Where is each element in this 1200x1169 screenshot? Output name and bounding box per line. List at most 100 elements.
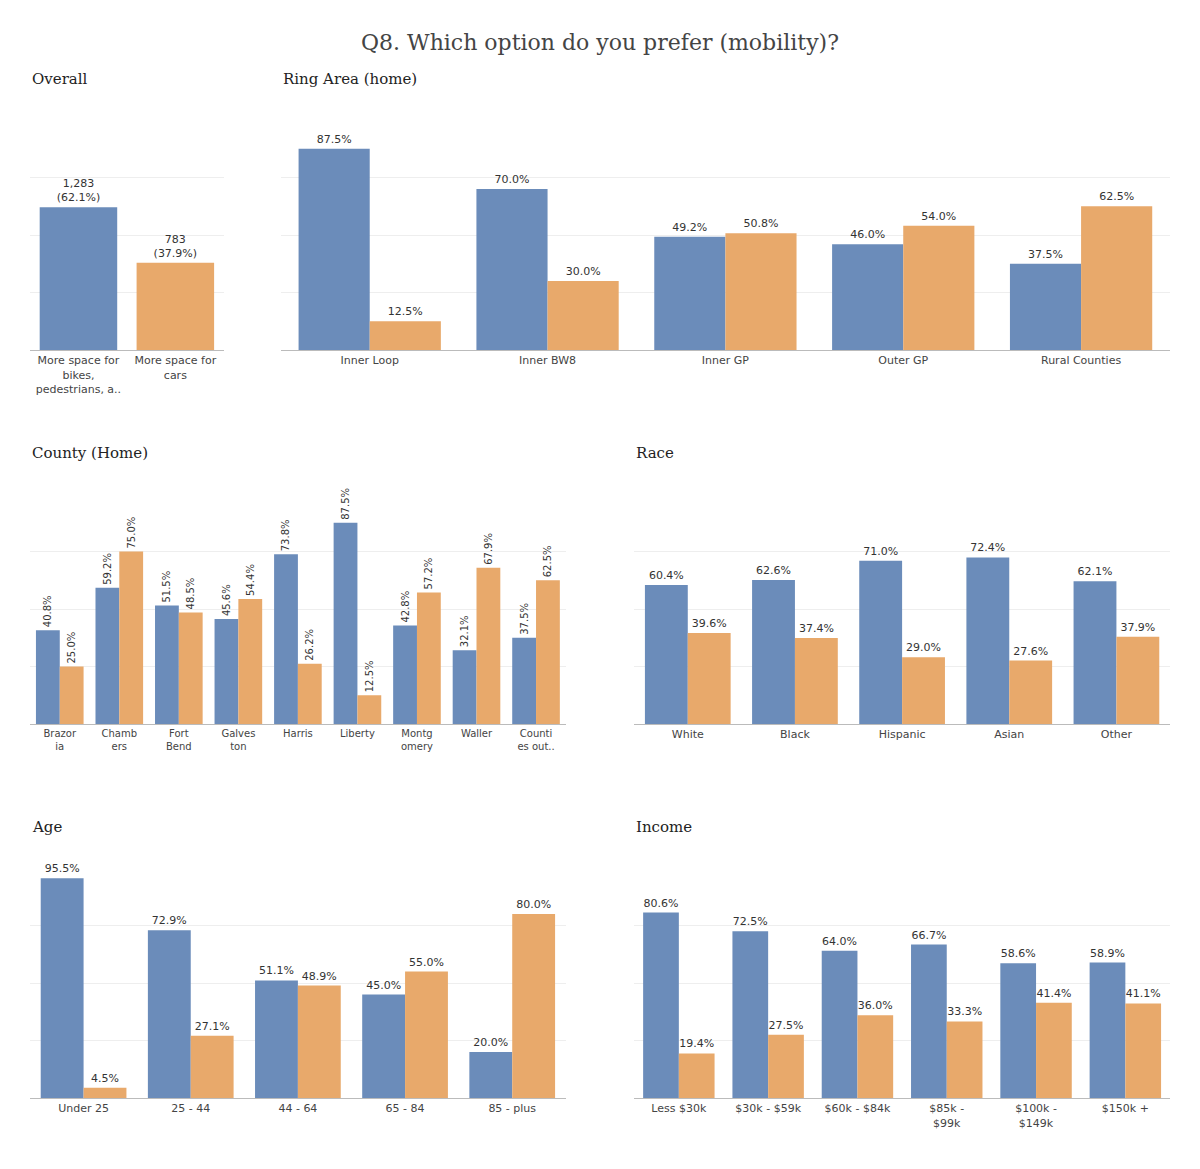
svg-text:12.5%: 12.5% bbox=[388, 305, 423, 318]
svg-text:64.0%: 64.0% bbox=[822, 935, 857, 948]
svg-text:More space forbikes,pedestrian: More space forbikes,pedestrians, a.. bbox=[36, 354, 121, 396]
svg-text:19.4%: 19.4% bbox=[679, 1037, 714, 1050]
svg-text:Other: Other bbox=[1101, 728, 1133, 741]
svg-text:57.2%: 57.2% bbox=[423, 558, 434, 590]
svg-text:62.5%: 62.5% bbox=[1099, 190, 1134, 203]
svg-text:87.5%: 87.5% bbox=[340, 488, 351, 520]
svg-text:51.1%: 51.1% bbox=[259, 964, 294, 977]
svg-text:12.5%: 12.5% bbox=[364, 660, 375, 692]
svg-text:59.2%: 59.2% bbox=[102, 553, 113, 585]
svg-text:Waller: Waller bbox=[461, 728, 493, 739]
svg-text:32.1%: 32.1% bbox=[459, 615, 470, 647]
svg-text:51.5%: 51.5% bbox=[161, 571, 172, 603]
svg-text:37.5%: 37.5% bbox=[1028, 248, 1063, 261]
svg-text:50.8%: 50.8% bbox=[743, 217, 778, 230]
svg-text:27.1%: 27.1% bbox=[195, 1020, 230, 1033]
svg-text:Montgomery: Montgomery bbox=[401, 728, 433, 752]
svg-text:25 - 44: 25 - 44 bbox=[171, 1102, 210, 1115]
svg-text:Q8. Which option do you prefer: Q8. Which option do you prefer (mobility… bbox=[361, 30, 839, 55]
svg-text:Brazoria: Brazoria bbox=[43, 728, 76, 752]
svg-text:37.4%: 37.4% bbox=[799, 622, 834, 635]
svg-text:72.9%: 72.9% bbox=[152, 914, 187, 927]
svg-text:60.4%: 60.4% bbox=[649, 569, 684, 582]
svg-text:48.5%: 48.5% bbox=[185, 578, 196, 610]
svg-text:73.8%: 73.8% bbox=[280, 519, 291, 551]
svg-text:Harris: Harris bbox=[283, 728, 313, 739]
svg-text:39.6%: 39.6% bbox=[692, 617, 727, 630]
svg-text:42.8%: 42.8% bbox=[400, 591, 411, 623]
svg-text:Hispanic: Hispanic bbox=[879, 728, 926, 741]
svg-text:72.5%: 72.5% bbox=[733, 915, 768, 928]
svg-text:20.0%: 20.0% bbox=[473, 1036, 508, 1049]
svg-text:54.4%: 54.4% bbox=[245, 564, 256, 596]
svg-text:48.9%: 48.9% bbox=[302, 970, 337, 983]
svg-text:41.4%: 41.4% bbox=[1036, 987, 1071, 1000]
svg-text:Black: Black bbox=[780, 728, 810, 741]
svg-text:Ring Area (home): Ring Area (home) bbox=[283, 70, 417, 88]
svg-text:Under 25: Under 25 bbox=[58, 1102, 109, 1115]
svg-text:44 - 64: 44 - 64 bbox=[278, 1102, 317, 1115]
svg-text:$60k - $84k: $60k - $84k bbox=[825, 1102, 891, 1115]
svg-text:80.0%: 80.0% bbox=[516, 898, 551, 911]
svg-text:36.0%: 36.0% bbox=[858, 999, 893, 1012]
svg-text:45.6%: 45.6% bbox=[221, 584, 232, 616]
svg-text:White: White bbox=[672, 728, 704, 741]
svg-text:4.5%: 4.5% bbox=[91, 1072, 119, 1085]
svg-text:Age: Age bbox=[32, 818, 62, 836]
svg-text:County (Home): County (Home) bbox=[32, 444, 148, 462]
svg-text:80.6%: 80.6% bbox=[644, 897, 679, 910]
svg-text:37.9%: 37.9% bbox=[1120, 621, 1155, 634]
svg-text:27.6%: 27.6% bbox=[1013, 645, 1048, 658]
svg-text:58.9%: 58.9% bbox=[1090, 947, 1125, 960]
svg-text:85 - plus: 85 - plus bbox=[488, 1102, 536, 1115]
svg-text:Counties out..: Counties out.. bbox=[517, 728, 554, 752]
svg-text:Rural Counties: Rural Counties bbox=[1041, 354, 1121, 367]
svg-text:Outer GP: Outer GP bbox=[878, 354, 928, 367]
svg-text:Galveston: Galveston bbox=[221, 728, 255, 752]
svg-text:87.5%: 87.5% bbox=[317, 133, 352, 146]
svg-text:Less $30k: Less $30k bbox=[651, 1102, 707, 1115]
svg-text:70.0%: 70.0% bbox=[495, 173, 530, 186]
svg-text:75.0%: 75.0% bbox=[126, 517, 137, 549]
svg-text:Race: Race bbox=[636, 444, 674, 462]
svg-text:66.7%: 66.7% bbox=[911, 929, 946, 942]
svg-text:33.3%: 33.3% bbox=[947, 1005, 982, 1018]
svg-text:$100k -$149k: $100k -$149k bbox=[1015, 1102, 1057, 1129]
svg-text:$85k -$99k: $85k -$99k bbox=[929, 1102, 964, 1129]
svg-text:71.0%: 71.0% bbox=[863, 545, 898, 558]
svg-text:Liberty: Liberty bbox=[340, 728, 375, 739]
svg-text:Overall: Overall bbox=[32, 70, 88, 88]
svg-text:46.0%: 46.0% bbox=[850, 228, 885, 241]
svg-text:$30k - $59k: $30k - $59k bbox=[735, 1102, 801, 1115]
svg-text:FortBend: FortBend bbox=[166, 728, 192, 752]
svg-text:Inner BW8: Inner BW8 bbox=[519, 354, 576, 367]
svg-text:54.0%: 54.0% bbox=[921, 210, 956, 223]
svg-text:Income: Income bbox=[636, 818, 692, 836]
svg-text:Inner Loop: Inner Loop bbox=[341, 354, 399, 367]
svg-text:29.0%: 29.0% bbox=[906, 641, 941, 654]
svg-text:58.6%: 58.6% bbox=[1001, 947, 1036, 960]
svg-text:55.0%: 55.0% bbox=[409, 956, 444, 969]
svg-text:49.2%: 49.2% bbox=[672, 221, 707, 234]
svg-text:45.0%: 45.0% bbox=[366, 979, 401, 992]
svg-text:67.9%: 67.9% bbox=[483, 533, 494, 565]
svg-text:95.5%: 95.5% bbox=[45, 862, 80, 875]
svg-text:1,283(62.1%): 1,283(62.1%) bbox=[57, 177, 101, 204]
svg-text:65 - 84: 65 - 84 bbox=[386, 1102, 425, 1115]
svg-text:Asian: Asian bbox=[994, 728, 1024, 741]
svg-text:37.5%: 37.5% bbox=[519, 603, 530, 635]
svg-text:$150k +: $150k + bbox=[1102, 1102, 1149, 1115]
svg-text:25.0%: 25.0% bbox=[66, 632, 77, 664]
svg-text:Chambers: Chambers bbox=[102, 728, 138, 752]
svg-text:More space forcars: More space forcars bbox=[135, 354, 217, 381]
svg-text:27.5%: 27.5% bbox=[769, 1019, 804, 1032]
svg-text:26.2%: 26.2% bbox=[304, 629, 315, 661]
svg-text:783(37.9%): 783(37.9%) bbox=[154, 233, 198, 260]
svg-text:72.4%: 72.4% bbox=[970, 541, 1005, 554]
svg-text:Inner GP: Inner GP bbox=[702, 354, 749, 367]
svg-text:40.8%: 40.8% bbox=[42, 595, 53, 627]
svg-text:62.6%: 62.6% bbox=[756, 564, 791, 577]
svg-text:62.1%: 62.1% bbox=[1078, 565, 1113, 578]
svg-text:41.1%: 41.1% bbox=[1126, 987, 1161, 1000]
svg-text:30.0%: 30.0% bbox=[566, 265, 601, 278]
